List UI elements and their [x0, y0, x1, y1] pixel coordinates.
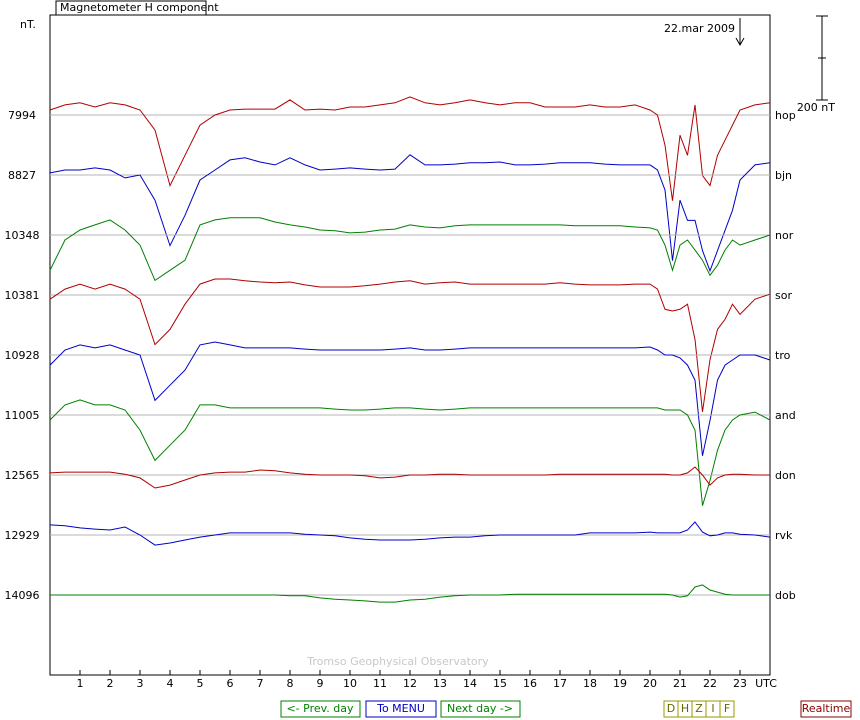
prev-day-button[interactable] — [280, 700, 361, 718]
level-label: 10381 — [5, 289, 40, 302]
station-trace — [49, 217, 771, 282]
x-tick-label: 11 — [373, 677, 387, 690]
x-tick-label: 12 — [403, 677, 417, 690]
x-tick-label: 17 — [553, 677, 567, 690]
station-label: sor — [775, 289, 792, 302]
realtime-button[interactable] — [800, 700, 852, 718]
level-label: 11005 — [5, 409, 40, 422]
x-tick-label: 14 — [463, 677, 477, 690]
watermark: Tromso Geophysical Observatory — [306, 655, 489, 668]
level-label: 12565 — [5, 469, 40, 482]
button-bar: <- Prev. day To MENU Next day -> Realtim… — [280, 700, 852, 718]
x-tick-label: 13 — [433, 677, 447, 690]
component-label[interactable]: H — [681, 702, 689, 715]
level-label: 10928 — [5, 349, 40, 362]
component-label[interactable]: F — [724, 702, 730, 715]
component-label[interactable]: I — [711, 702, 714, 715]
component-label[interactable]: Z — [695, 702, 703, 715]
chart-title: Magnetometer H component — [60, 1, 219, 14]
x-tick-label: 20 — [643, 677, 657, 690]
station-trace — [49, 154, 771, 273]
station-label: hop — [775, 109, 796, 122]
date-annotation: 22.mar 2009 — [664, 22, 735, 35]
component-label[interactable]: D — [667, 702, 675, 715]
x-tick-label: 16 — [523, 677, 537, 690]
x-tick-label: 6 — [227, 677, 234, 690]
x-tick-label: 3 — [137, 677, 144, 690]
x-tick-label: 9 — [317, 677, 324, 690]
station-trace — [49, 278, 771, 412]
next-day-button[interactable] — [440, 700, 521, 718]
x-tick-label: 22 — [703, 677, 717, 690]
station-trace — [49, 96, 771, 201]
x-tick-label: 23 — [733, 677, 747, 690]
station-label: dob — [775, 589, 796, 602]
level-label: 7994 — [8, 109, 36, 122]
y-axis-label: nT. — [20, 18, 36, 31]
x-tick-label: 2 — [107, 677, 114, 690]
x-tick-label: 5 — [197, 677, 204, 690]
level-label: 8827 — [8, 169, 36, 182]
component-button[interactable] — [719, 700, 735, 718]
x-tick-label: 7 — [257, 677, 264, 690]
x-tick-label: 4 — [167, 677, 174, 690]
prev-day-label[interactable]: <- Prev. day — [286, 702, 354, 715]
title-box — [55, 0, 207, 16]
x-tick-label: 15 — [493, 677, 507, 690]
x-tick-label: 18 — [583, 677, 597, 690]
realtime-label[interactable]: Realtime — [802, 702, 851, 715]
station-trace — [49, 521, 771, 546]
level-label: 14096 — [5, 589, 40, 602]
date-arrow-head — [735, 37, 745, 47]
station-label: tro — [775, 349, 791, 362]
station-trace — [49, 399, 771, 506]
x-tick-label: 21 — [673, 677, 687, 690]
x-tick-label: 10 — [343, 677, 357, 690]
station-trace — [49, 466, 770, 489]
station-trace — [49, 341, 771, 456]
level-label: 10348 — [5, 229, 40, 242]
station-trace — [50, 584, 770, 603]
menu-label[interactable]: To MENU — [376, 702, 425, 715]
station-label: don — [775, 469, 796, 482]
station-label: rvk — [775, 529, 793, 542]
station-label: and — [775, 409, 796, 422]
scale-bar-label: 200 nT — [797, 101, 835, 114]
level-label: 12929 — [5, 529, 40, 542]
menu-button[interactable] — [365, 700, 437, 718]
x-tick-label: 8 — [287, 677, 294, 690]
x-axis-label: UTC — [755, 677, 777, 690]
station-label: bjn — [775, 169, 792, 182]
station-label: nor — [775, 229, 794, 242]
x-tick-label: 1 — [77, 677, 84, 690]
next-day-label[interactable]: Next day -> — [447, 702, 513, 715]
x-tick-label: 19 — [613, 677, 627, 690]
